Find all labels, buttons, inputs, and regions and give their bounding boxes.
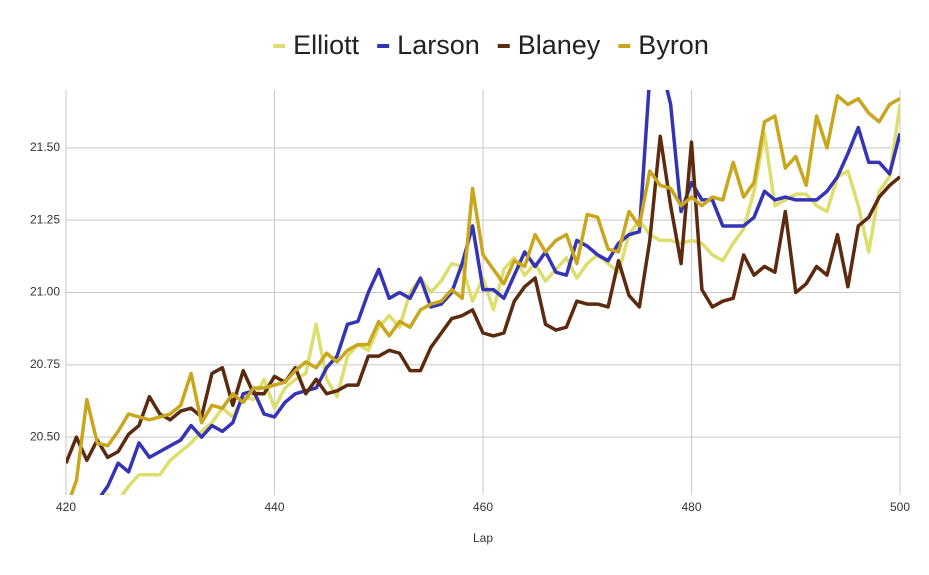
y-tick-label: 20.75 [30,357,60,371]
legend-item: Larson [377,30,480,60]
x-tick-label: 420 [56,500,76,514]
x-tick-label: 500 [890,500,910,514]
x-tick-label: 440 [264,500,284,514]
y-tick-label: 20.50 [30,429,60,443]
legend-item: Elliott [273,30,360,60]
y-tick-label: 21.50 [30,140,60,154]
x-axis-label: Lap [473,531,493,545]
legend-label: Byron [638,30,709,60]
legend-label: Blaney [518,30,601,60]
series-line [105,104,900,495]
x-tick-label: 480 [681,500,701,514]
y-tick-label: 21.25 [30,212,60,226]
series-line [69,94,900,495]
legend-item: Byron [618,30,709,60]
series-line [99,90,900,495]
plot-area [66,90,900,495]
y-tick-label: 21.00 [30,285,60,299]
series-line [66,134,900,464]
legend-label: Elliott [293,30,360,60]
grid: 20.50 20.75 21.00 21.25 21.50 420 440 460 480 500 [30,90,910,514]
legend-item: Blaney [497,30,601,60]
x-tick-label: 460 [473,500,493,514]
legend-label: Larson [397,30,480,60]
legend: Elliott Larson Blaney Byron [273,30,709,60]
